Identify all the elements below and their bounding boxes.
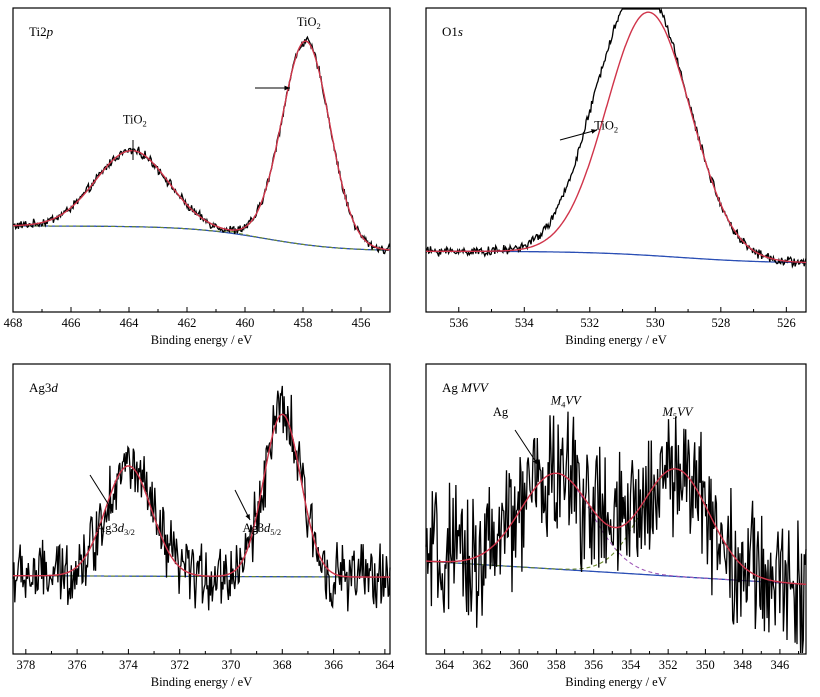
x-tick-label: 528 (711, 316, 730, 330)
x-tick-label: 372 (170, 658, 189, 672)
x-tick-label: 374 (119, 658, 139, 672)
x-tick-label: 360 (510, 658, 529, 672)
annotation-label: Ag3d3/2 (96, 521, 135, 537)
panel-title: Ag3d (29, 380, 58, 395)
x-tick-label: 376 (68, 658, 87, 672)
panel-4: 364 362 360 358 356 354 352 350 348 346 Binding en… (425, 363, 807, 689)
peak-annotation: M5VV (661, 405, 693, 421)
peak-annotation: TiO2 (297, 15, 321, 31)
x-tick-label: 346 (771, 658, 790, 672)
x-tick-label: 368 (273, 658, 292, 672)
x-tick-label: 468 (4, 316, 23, 330)
arrow-head-icon (533, 459, 538, 465)
component-line (425, 468, 806, 585)
x-tick-label: 364 (375, 658, 395, 672)
annotation-label: Ag3d5/2 (242, 521, 281, 537)
x-axis: 378 376 374 372 370 368 366 364 (16, 649, 395, 672)
plot-frame (425, 363, 807, 655)
x-tick-label: 364 (435, 658, 455, 672)
raw-data-line (425, 7, 807, 269)
panel-title: Ag MVV (442, 380, 490, 395)
plot-frame (12, 7, 391, 313)
panel-3: 378 376 374 372 370 368 366 364 Binding energy /… (12, 363, 395, 689)
panel-title: Ti2p (29, 24, 54, 39)
fit-envelope-line (426, 468, 806, 585)
fit-envelope-line (13, 413, 390, 578)
background-line (13, 225, 390, 251)
x-tick-label: 526 (777, 316, 796, 330)
annotation-label: TiO2 (594, 119, 618, 135)
x-axis-label: Binding energy / eV (151, 333, 253, 347)
x-axis-label: Binding energy / eV (565, 333, 667, 347)
x-tick-label: 536 (449, 316, 468, 330)
x-tick-label: 348 (733, 658, 752, 672)
x-tick-label: 358 (547, 658, 566, 672)
x-tick-label: 464 (120, 316, 140, 330)
panel-1: 468 466 464 462 460 458 456 Binding energy / eV… (4, 7, 391, 347)
x-tick-label: 462 (178, 316, 197, 330)
x-tick-label: 460 (236, 316, 255, 330)
panel-2: 536 534 532 530 528 526 Binding energy / eV O1s… (425, 7, 807, 347)
leader-line (234, 489, 251, 521)
peak-annotation: Ag3d5/2 (242, 521, 281, 537)
plot-frame (12, 363, 391, 655)
x-tick-label: 350 (696, 658, 715, 672)
x-tick-label: 378 (16, 658, 35, 672)
x-tick-label: 354 (622, 658, 642, 672)
x-axis-label: Binding energy / eV (565, 675, 667, 689)
x-axis-label: Binding energy / eV (151, 675, 253, 689)
fit-envelope-line (13, 40, 391, 251)
x-tick-label: 530 (646, 316, 665, 330)
arrow-head-icon (107, 504, 112, 510)
leader-line (514, 429, 539, 466)
x-tick-label: 456 (352, 316, 371, 330)
plot-frame (425, 7, 807, 313)
fit-envelope-line (425, 11, 806, 264)
raw-data-line (425, 411, 807, 654)
x-tick-label: 362 (473, 658, 492, 672)
annotation-label: M4VV (550, 394, 582, 410)
peak-annotation: TiO2 (123, 113, 147, 129)
arrow-head-icon (591, 129, 597, 134)
x-tick-label: 370 (222, 658, 241, 672)
leader-line (89, 474, 113, 511)
arrow-head-icon (284, 85, 290, 91)
annotation-label: M5VV (661, 405, 693, 421)
x-axis: 364 362 360 358 356 354 352 350 348 346 (425, 649, 800, 672)
peak-annotation: Ag3d3/2 (96, 521, 135, 537)
x-tick-label: 534 (515, 316, 535, 330)
x-tick-label: 458 (294, 316, 313, 330)
x-axis: 468 466 464 462 460 458 456 (4, 307, 391, 330)
raw-data-line (12, 385, 391, 612)
annotation-label: Ag (493, 405, 509, 419)
panel-title: O1s (442, 24, 463, 39)
x-tick-label: 366 (324, 658, 343, 672)
arrow-head-icon (245, 514, 250, 520)
background-line (425, 250, 807, 264)
component-line (13, 150, 390, 251)
annotation-leaders (89, 85, 598, 521)
peak-annotation: M4VV (550, 394, 582, 410)
annotation-label: TiO2 (297, 15, 321, 31)
peak-annotation: Ag (493, 405, 509, 419)
x-axis: 536 534 532 530 528 526 (425, 307, 796, 330)
leader-line (559, 129, 598, 141)
peak-annotation: TiO2 (594, 119, 618, 135)
x-tick-label: 356 (584, 658, 603, 672)
x-tick-label: 466 (62, 316, 81, 330)
annotation-label: TiO2 (123, 113, 147, 129)
x-tick-label: 532 (580, 316, 599, 330)
x-tick-label: 352 (659, 658, 678, 672)
